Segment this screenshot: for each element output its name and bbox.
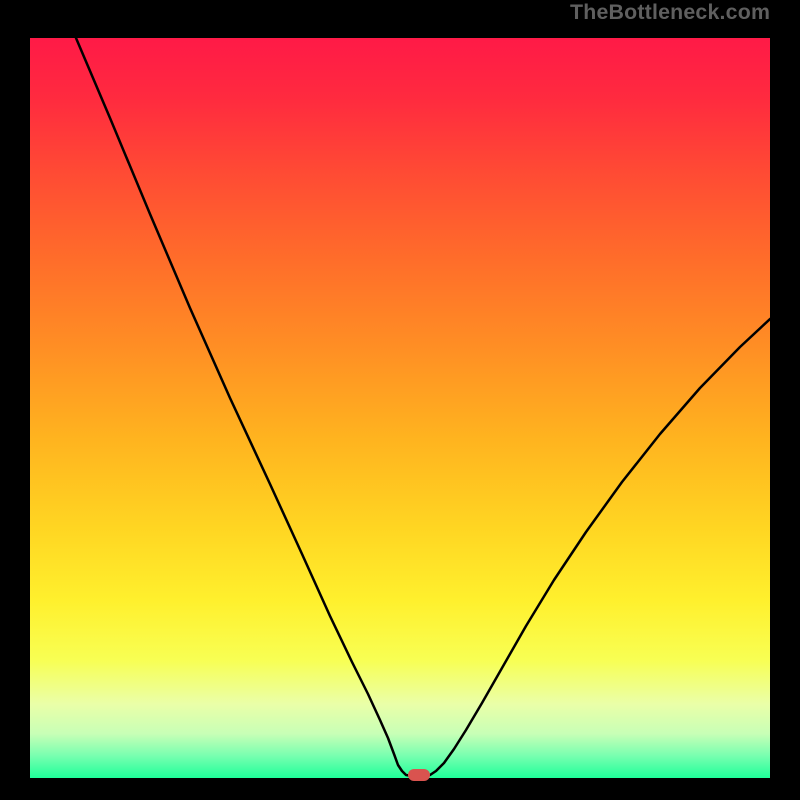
- watermark-text: TheBottleneck.com: [570, 0, 770, 25]
- optimal-point-marker: [408, 769, 430, 781]
- chart-container: TheBottleneck.com: [0, 0, 800, 800]
- plot-area: [30, 38, 770, 778]
- bottleneck-curve: [30, 38, 770, 778]
